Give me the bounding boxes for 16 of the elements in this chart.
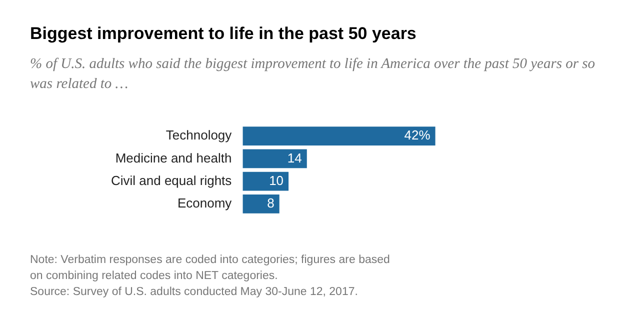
data-label: 8 <box>267 195 274 210</box>
y-tick-label: Technology <box>166 128 232 143</box>
chart-title: Biggest improvement to life in the past 50 years <box>30 24 416 44</box>
bar <box>242 172 289 191</box>
y-tick-label: Economy <box>177 195 232 210</box>
y-tick-label: Civil and equal rights <box>110 172 232 188</box>
chart-subtitle: % of U.S. adults who said the biggest improvement to life in America over the past 50 years or so was related to … <box>30 55 596 94</box>
data-label: 10 <box>269 172 284 188</box>
data-label: 14 <box>287 150 302 166</box>
bar <box>242 149 307 168</box>
text: Note: Verbatim responses are coded into categories; figures are based on combining related codes into NET categories. <box>30 253 390 284</box>
bar <box>242 194 280 214</box>
data-label: 42% <box>404 128 431 143</box>
y-tick-label: Medicine and health <box>115 150 232 166</box>
source-note: Source: Survey of U.S. adults conducted May 30-June 12, 2017. <box>30 285 359 300</box>
bar <box>242 126 436 146</box>
